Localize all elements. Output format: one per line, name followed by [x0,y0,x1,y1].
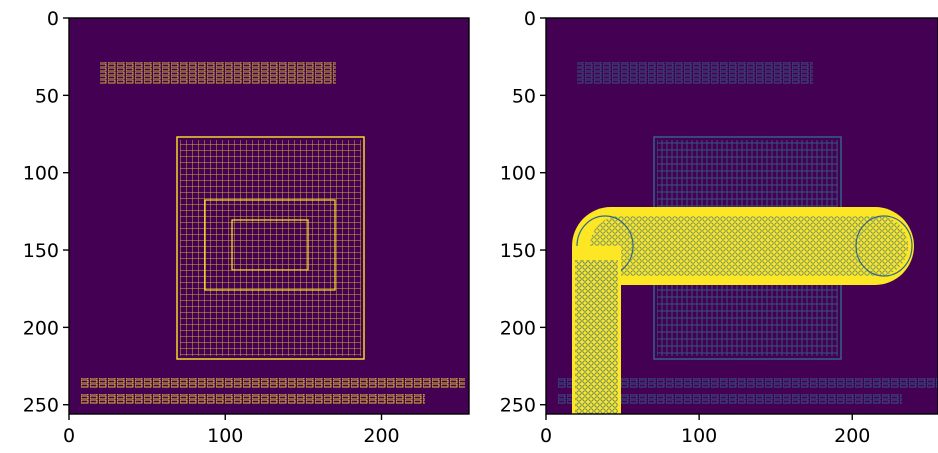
y-tick-label: 100 [500,163,536,185]
central-block-inner [204,199,336,291]
y-tick-label: 250 [500,395,536,417]
central-block-outline [176,136,365,360]
footer-text-edges-1 [80,378,465,388]
y-tick-label: 0 [524,8,536,30]
axes-frame [545,17,938,415]
y-tick-label: 50 [35,85,59,107]
y-tick-label: 0 [47,8,59,30]
footer-text-edges-2 [557,394,902,404]
left-axes-ticks: 0 100 200 0 50 100 150 200 250 [23,8,400,447]
x-tick-label: 100 [681,425,717,447]
x-tick-label: 200 [363,425,399,447]
left-image-panel: 0 100 200 0 50 100 150 200 250 [23,8,470,447]
header-text-edges [577,62,813,84]
x-tick-label: 0 [540,425,552,447]
footer-text-edges-1 [557,378,938,388]
x-tick-label: 200 [834,425,870,447]
x-tick-label: 0 [63,425,75,447]
central-block-pattern [180,140,361,356]
right-image-panel: 0 100 200 0 50 100 150 200 250 [500,8,938,447]
overlay-right-ring [855,215,913,277]
overlay-horizontal-texture [590,216,908,276]
y-tick-label: 100 [23,163,59,185]
y-tick-label: 200 [500,317,536,339]
x-tick-label: 100 [207,425,243,447]
axes-frame [68,17,470,415]
header-text-edges [100,62,336,84]
y-tick-label: 150 [23,240,59,262]
y-tick-label: 250 [23,395,59,417]
right-axes-ticks: 0 100 200 0 50 100 150 200 250 [500,8,871,447]
central-block-core [231,219,309,271]
y-tick-label: 150 [500,240,536,262]
y-tick-label: 50 [512,85,536,107]
overlay-vertical-texture [575,260,618,414]
y-tick-label: 200 [23,317,59,339]
footer-text-edges-2 [80,394,425,404]
